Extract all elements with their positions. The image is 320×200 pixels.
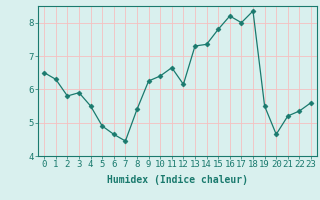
- X-axis label: Humidex (Indice chaleur): Humidex (Indice chaleur): [107, 175, 248, 185]
